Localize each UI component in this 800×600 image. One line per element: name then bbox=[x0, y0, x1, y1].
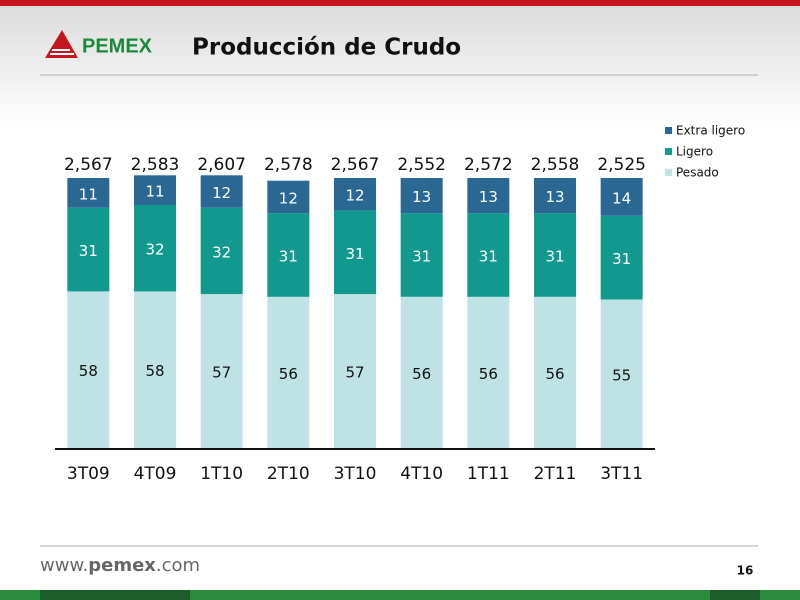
bar-segment bbox=[134, 175, 176, 205]
bar-segment bbox=[600, 215, 643, 300]
legend-label: Pesado bbox=[676, 166, 719, 180]
value-label: 56 bbox=[412, 365, 431, 383]
value-label: 31 bbox=[412, 247, 431, 265]
total-label: 2,567 bbox=[64, 155, 113, 175]
value-label: 31 bbox=[279, 247, 298, 265]
url-prefix: www. bbox=[40, 555, 88, 576]
bar-segment bbox=[200, 294, 243, 448]
bottom-stripe-dark bbox=[710, 590, 760, 600]
total-label: 2,525 bbox=[597, 155, 646, 175]
footer-url: www.pemex.com bbox=[40, 555, 200, 576]
x-tick-label: 1T10 bbox=[200, 464, 243, 484]
value-label: 31 bbox=[345, 245, 364, 263]
value-label: 31 bbox=[545, 247, 564, 265]
x-tick-label: 3T09 bbox=[67, 464, 110, 484]
bar-segment bbox=[200, 207, 243, 295]
value-label: 56 bbox=[279, 365, 298, 383]
bar-segment bbox=[267, 213, 310, 297]
slide-title: Producción de Crudo bbox=[192, 35, 461, 61]
bar-segment bbox=[400, 296, 443, 448]
bar-segment bbox=[467, 213, 510, 297]
logo-lines bbox=[50, 49, 74, 55]
value-label: 14 bbox=[612, 189, 631, 207]
logo-text: PEMEX bbox=[82, 35, 153, 57]
bar-segment bbox=[134, 291, 176, 448]
value-label: 13 bbox=[479, 188, 498, 206]
x-tick-label: 4T09 bbox=[134, 464, 177, 484]
bar-segment bbox=[267, 180, 310, 214]
bar-segment bbox=[467, 296, 510, 448]
value-label: 31 bbox=[612, 250, 631, 268]
header-band bbox=[0, 6, 800, 126]
bar-segment bbox=[67, 291, 110, 448]
value-label: 13 bbox=[545, 188, 564, 206]
legend-swatch bbox=[665, 169, 672, 176]
value-label: 12 bbox=[345, 187, 364, 205]
bar-segment bbox=[334, 210, 376, 295]
bar-segment bbox=[67, 207, 110, 292]
url-suffix: .com bbox=[156, 555, 200, 576]
total-label: 2,607 bbox=[197, 155, 246, 175]
value-label: 57 bbox=[212, 364, 231, 382]
bar-segment bbox=[534, 296, 576, 448]
x-tick-label: 2T10 bbox=[267, 464, 310, 484]
logo: PEMEX bbox=[45, 30, 153, 58]
value-label: 32 bbox=[145, 241, 164, 259]
x-tick-label: 4T10 bbox=[400, 464, 443, 484]
legend-label: Ligero bbox=[676, 145, 713, 159]
value-label: 32 bbox=[212, 243, 231, 261]
total-label: 2,578 bbox=[264, 155, 313, 175]
bar-segment bbox=[400, 178, 443, 214]
bar-segment bbox=[467, 178, 510, 214]
x-tick-label: 3T10 bbox=[334, 464, 377, 484]
value-label: 56 bbox=[479, 365, 498, 383]
legend-label: Extra ligero bbox=[676, 124, 745, 138]
page-number: 16 bbox=[737, 564, 754, 578]
bar-segment bbox=[534, 178, 576, 214]
legend-swatch bbox=[665, 127, 672, 134]
value-label: 12 bbox=[212, 184, 231, 202]
value-label: 31 bbox=[479, 247, 498, 265]
bottom-stripe-dark bbox=[40, 590, 190, 600]
value-label: 11 bbox=[79, 185, 98, 203]
chart: 58 31 11 2,567 3T09 58 32 11 2,583 4T09 57 32 12 2,60… bbox=[55, 124, 745, 484]
bar-segment bbox=[534, 213, 576, 297]
x-tick-label: 3T11 bbox=[600, 464, 643, 484]
total-label: 2,558 bbox=[531, 155, 580, 175]
bar-segment bbox=[600, 299, 643, 448]
value-label: 11 bbox=[145, 183, 164, 201]
value-label: 58 bbox=[79, 362, 98, 380]
total-label: 2,583 bbox=[131, 155, 180, 175]
bar-segment bbox=[200, 175, 243, 208]
value-label: 57 bbox=[345, 364, 364, 382]
bottom-stripe bbox=[0, 590, 800, 600]
total-label: 2,552 bbox=[397, 155, 446, 175]
bar-segment bbox=[334, 294, 376, 448]
value-label: 31 bbox=[79, 242, 98, 260]
bar-segment bbox=[600, 178, 643, 216]
url-name: pemex bbox=[88, 555, 156, 576]
bar-segment bbox=[400, 213, 443, 297]
bar-segment bbox=[67, 178, 110, 208]
total-label: 2,572 bbox=[464, 155, 513, 175]
legend-swatch bbox=[665, 148, 672, 155]
value-label: 58 bbox=[145, 362, 164, 380]
x-tick-label: 1T11 bbox=[467, 464, 510, 484]
value-label: 56 bbox=[545, 365, 564, 383]
x-tick-label: 2T11 bbox=[534, 464, 577, 484]
value-label: 13 bbox=[412, 188, 431, 206]
top-stripe bbox=[0, 0, 800, 6]
bar-segment bbox=[267, 296, 310, 448]
bar-segment bbox=[134, 205, 176, 292]
value-label: 12 bbox=[279, 189, 298, 207]
bar-segment bbox=[334, 178, 376, 211]
total-label: 2,567 bbox=[331, 155, 380, 175]
value-label: 55 bbox=[612, 366, 631, 384]
